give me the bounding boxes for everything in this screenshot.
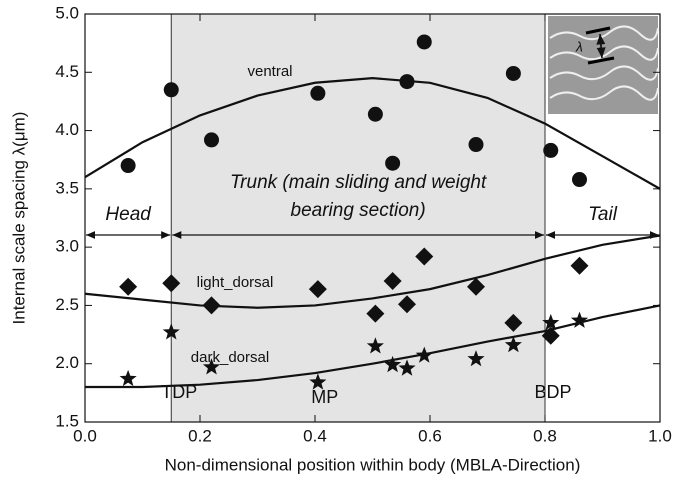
inset-texture: [549, 25, 659, 41]
y-tick-label: 4.5: [55, 62, 79, 81]
data-point: [120, 158, 136, 174]
fit-curve: [85, 304, 661, 389]
inset-texture: [549, 65, 659, 81]
data-point: [416, 34, 432, 50]
y-tick-label: 3.0: [55, 237, 79, 256]
x-tick-label: 1.0: [648, 426, 672, 445]
inset-texture: [549, 45, 659, 61]
data-point: [384, 355, 402, 373]
data-point: [308, 280, 327, 299]
x-tick-label: 0.6: [418, 426, 442, 445]
x-tick-label: 0.8: [533, 426, 557, 445]
y-tick-label: 2.0: [55, 353, 79, 372]
data-point: [162, 323, 180, 340]
inset-marker: [585, 26, 611, 35]
series-label: ventral: [247, 63, 292, 80]
data-point: [366, 304, 385, 323]
x-tick-label: 0.2: [188, 426, 212, 445]
inset-label: λ: [575, 39, 583, 55]
series-label: dark_dorsal: [191, 349, 269, 366]
data-point: [572, 172, 587, 188]
data-point: [468, 137, 484, 153]
data-point: [542, 313, 560, 331]
data-point: [202, 358, 221, 375]
region-label: bearing section): [291, 200, 426, 221]
data-point: [398, 359, 416, 376]
point-label: BDP: [534, 382, 571, 402]
data-point: [367, 106, 383, 122]
region-label: Head: [105, 204, 152, 225]
inset-marker: [587, 56, 615, 65]
data-point: [504, 336, 522, 353]
x-tick-label: 0.4: [303, 426, 327, 445]
data-point: [119, 369, 137, 387]
data-point: [570, 311, 589, 328]
series-label: light_dorsal: [197, 274, 274, 291]
data-point: [505, 65, 521, 81]
data-point: [541, 326, 560, 345]
y-tick-label: 3.5: [55, 178, 79, 197]
inset-texture: [549, 85, 659, 101]
point-label: MP: [311, 387, 338, 407]
trunk-region: [171, 14, 545, 422]
data-point: [415, 346, 433, 363]
data-point: [399, 74, 415, 90]
y-tick-label: 1.5: [55, 411, 79, 430]
y-tick-label: 2.5: [55, 295, 79, 314]
data-point: [309, 373, 327, 390]
y-axis-label: Internal scale spacing λ(μm): [9, 112, 28, 325]
y-tick-label: 5.0: [55, 3, 79, 22]
data-point: [570, 256, 589, 275]
region-label: Trunk (main sliding and weight: [230, 172, 487, 193]
data-point: [162, 274, 181, 293]
inset-arrow: [596, 33, 606, 59]
fit-curve: [84, 77, 661, 190]
data-point: [383, 271, 402, 290]
data-point: [385, 155, 401, 171]
data-point: [366, 337, 384, 354]
data-point: [119, 277, 138, 296]
data-point: [504, 313, 523, 332]
data-point: [204, 132, 219, 148]
data-point: [467, 277, 485, 296]
data-point: [163, 82, 179, 98]
y-tick-label: 4.0: [55, 120, 79, 139]
plot-frame: [84, 13, 661, 423]
fit-curve: [84, 234, 661, 309]
data-point: [543, 142, 559, 158]
data-point: [202, 296, 221, 315]
region-label: Tail: [588, 204, 618, 225]
x-tick-label: 0.0: [73, 426, 97, 445]
x-axis-label: Non-dimensional position within body (MB…: [165, 455, 581, 474]
data-point: [415, 247, 434, 266]
data-point: [467, 350, 485, 367]
data-point: [310, 85, 326, 101]
data-point: [398, 295, 416, 314]
